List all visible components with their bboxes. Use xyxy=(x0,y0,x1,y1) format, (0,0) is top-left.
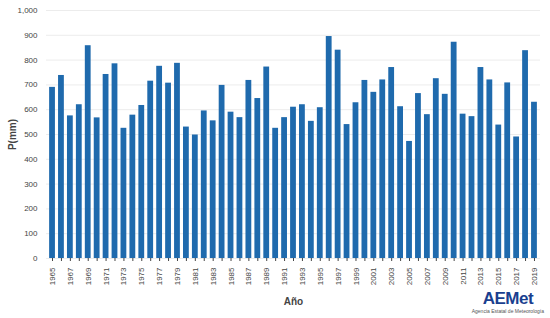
svg-text:1983: 1983 xyxy=(209,267,218,285)
svg-text:P(mm): P(mm) xyxy=(7,119,18,150)
svg-text:1989: 1989 xyxy=(262,267,271,285)
svg-text:300: 300 xyxy=(24,180,38,189)
svg-text:1999: 1999 xyxy=(352,267,361,285)
svg-text:500: 500 xyxy=(24,130,38,139)
svg-text:1973: 1973 xyxy=(119,267,128,285)
svg-text:100: 100 xyxy=(24,229,38,238)
svg-text:2011: 2011 xyxy=(459,267,468,285)
svg-text:1971: 1971 xyxy=(102,267,111,285)
svg-text:1997: 1997 xyxy=(334,267,343,285)
svg-text:2019: 2019 xyxy=(530,267,539,285)
svg-text:600: 600 xyxy=(24,105,38,114)
svg-text:1995: 1995 xyxy=(316,267,325,285)
svg-text:0: 0 xyxy=(33,254,38,263)
svg-text:900: 900 xyxy=(24,31,38,40)
svg-text:2009: 2009 xyxy=(441,267,450,285)
svg-text:700: 700 xyxy=(24,80,38,89)
svg-text:1969: 1969 xyxy=(84,267,93,285)
svg-text:2013: 2013 xyxy=(476,267,485,285)
svg-text:2005: 2005 xyxy=(405,267,414,285)
svg-text:2007: 2007 xyxy=(423,267,432,285)
svg-text:1965: 1965 xyxy=(48,267,57,285)
svg-text:2017: 2017 xyxy=(512,267,521,285)
svg-text:1979: 1979 xyxy=(173,267,182,285)
svg-text:2001: 2001 xyxy=(369,267,378,285)
svg-text:1985: 1985 xyxy=(227,267,236,285)
svg-text:800: 800 xyxy=(24,56,38,65)
html-text:AEMet: AEMet xyxy=(482,289,534,308)
svg-text:Año: Año xyxy=(284,296,303,307)
svg-text:400: 400 xyxy=(24,155,38,164)
svg-text:1967: 1967 xyxy=(66,267,75,285)
svg-text:1981: 1981 xyxy=(191,267,200,285)
svg-text:2015: 2015 xyxy=(494,267,503,285)
svg-text:1987: 1987 xyxy=(244,267,253,285)
svg-text:2003: 2003 xyxy=(387,267,396,285)
svg-text:1993: 1993 xyxy=(298,267,307,285)
html-text:Agencia Estatal de Meteorologí: Agencia Estatal de Meteorología xyxy=(471,308,544,314)
svg-text:200: 200 xyxy=(24,204,38,213)
svg-text:1977: 1977 xyxy=(155,267,164,285)
svg-text:1,000: 1,000 xyxy=(17,6,38,15)
svg-text:1975: 1975 xyxy=(137,267,146,285)
svg-text:1991: 1991 xyxy=(280,267,289,285)
